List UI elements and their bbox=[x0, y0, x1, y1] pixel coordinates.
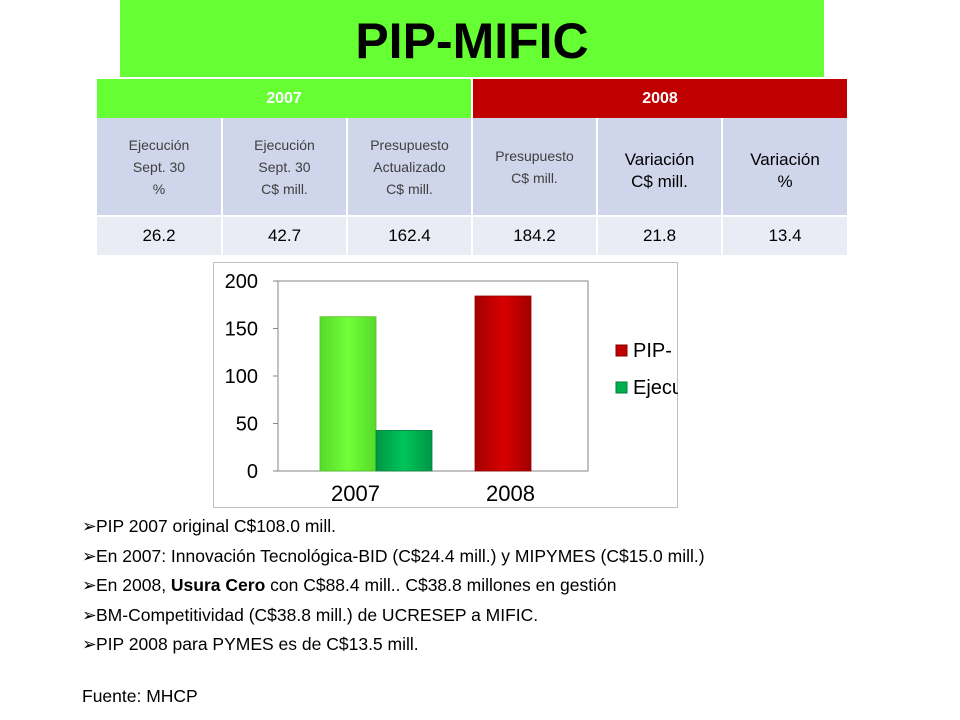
bar-chart-svg: 0 50 100 150 200 2007 2008 PIP- 2008 Ejecutado bbox=[213, 262, 722, 508]
col-header-line: C$ mill. bbox=[511, 169, 558, 186]
arrow-bullet-icon: ➢ bbox=[82, 575, 97, 595]
arrow-bullet-icon: ➢ bbox=[82, 516, 97, 536]
col-header-line: C$ mill. bbox=[261, 180, 308, 197]
col-header-line: Presupuesto bbox=[370, 136, 449, 153]
bullet-bold-text: Usura Cero bbox=[170, 575, 266, 595]
table-cell: 162.4 bbox=[347, 215, 473, 255]
col-header-line: Sept. 30 bbox=[258, 158, 311, 175]
bar-chart: 0 50 100 150 200 2007 2008 PIP- 2008 Ejecutado bbox=[213, 262, 722, 508]
bar bbox=[375, 430, 433, 472]
title-banner: PIP-MIFIC bbox=[120, 0, 824, 77]
col-header-line: % bbox=[152, 180, 166, 197]
legend-swatch bbox=[615, 344, 628, 357]
year-header-2007: 2007 bbox=[97, 79, 473, 118]
legend-swatch bbox=[615, 381, 628, 394]
bullet-text: En 2008, Usura Cero con C$88.4 mill.. C$… bbox=[96, 575, 617, 595]
y-tick-label: 150 bbox=[225, 319, 258, 341]
bullet-text: PIP 2008 para PYMES es de C$13.5 mill. bbox=[96, 634, 419, 654]
bullet-text: PIP 2007 original C$108.0 mill. bbox=[96, 516, 336, 536]
bullet-list: ➢PIP 2007 original C$108.0 mill. ➢En 200… bbox=[82, 512, 705, 660]
table-cell: 42.7 bbox=[222, 215, 348, 255]
year-header-row: 2007 2008 bbox=[97, 79, 847, 118]
col-header-line: Variación bbox=[750, 150, 820, 169]
value-row: 26.2 42.7 162.4 184.2 21.8 13.4 bbox=[97, 215, 847, 255]
col-header-line: Actualizado bbox=[373, 158, 446, 175]
col-header-variacion-pct: Variación % bbox=[722, 118, 847, 216]
table-cell: 21.8 bbox=[597, 215, 723, 255]
legend-label: Ejecutado bbox=[633, 377, 678, 399]
table-cell: 13.4 bbox=[722, 215, 847, 255]
col-header-presupuesto: Presupuesto C$ mill. bbox=[472, 118, 598, 216]
col-header-line: Ejecución bbox=[128, 136, 190, 153]
legend-label: PIP- 2008 bbox=[633, 340, 678, 362]
arrow-bullet-icon: ➢ bbox=[82, 545, 97, 566]
source-note: Fuente: MHCP bbox=[82, 686, 198, 706]
data-table: 2007 2008 Ejecución Sept. 30 % Ejecución… bbox=[97, 79, 847, 255]
chart-border bbox=[213, 262, 678, 508]
col-header-line: Sept. 30 bbox=[132, 158, 186, 175]
table-cell: 26.2 bbox=[97, 215, 223, 255]
y-tick-label: 200 bbox=[225, 271, 258, 293]
col-header-line: Variación bbox=[624, 150, 695, 169]
column-header-row: Ejecución Sept. 30 % Ejecución Sept. 30 … bbox=[97, 118, 847, 216]
bullet-item: ➢BM-Competitividad (C$38.8 mill.) de UCR… bbox=[82, 601, 705, 631]
col-header-line: Presupuesto bbox=[495, 147, 574, 164]
col-header-variacion-mill: Variación C$ mill. bbox=[597, 118, 723, 216]
page-title: PIP-MIFIC bbox=[355, 13, 589, 69]
bar bbox=[474, 295, 532, 472]
col-header-ejecucion-mill: Ejecución Sept. 30 C$ mill. bbox=[222, 118, 348, 216]
x-tick-label: 2008 bbox=[486, 481, 535, 506]
col-header-line: % bbox=[777, 172, 793, 191]
x-tick-label: 2007 bbox=[331, 481, 380, 506]
bullet-text: BM-Competitividad (C$38.8 mill.) de UCRE… bbox=[96, 604, 539, 625]
y-tick-label: 50 bbox=[236, 414, 258, 436]
bar bbox=[319, 316, 377, 472]
bullet-item: ➢PIP 2007 original C$108.0 mill. bbox=[82, 512, 705, 542]
col-header-line: Ejecución bbox=[254, 136, 315, 153]
col-header-line: C$ mill. bbox=[631, 172, 688, 191]
col-header-ejecucion-pct: Ejecución Sept. 30 % bbox=[97, 118, 223, 216]
y-tick-label: 0 bbox=[247, 461, 258, 483]
bullet-item: ➢En 2007: Innovación Tecnológica-BID (C$… bbox=[82, 542, 705, 572]
col-header-line: C$ mill. bbox=[386, 180, 433, 197]
bullet-item: ➢En 2008, Usura Cero con C$88.4 mill.. C… bbox=[82, 571, 705, 601]
col-header-presupuesto-actualizado: Presupuesto Actualizado C$ mill. bbox=[347, 118, 473, 216]
bullet-text: En 2007: Innovación Tecnológica-BID (C$2… bbox=[96, 545, 705, 566]
arrow-bullet-icon: ➢ bbox=[82, 634, 97, 654]
bullet-item: ➢PIP 2008 para PYMES es de C$13.5 mill. bbox=[82, 630, 705, 660]
table-cell: 184.2 bbox=[472, 215, 598, 255]
arrow-bullet-icon: ➢ bbox=[82, 604, 97, 625]
year-header-2008: 2008 bbox=[472, 79, 847, 118]
y-tick-label: 100 bbox=[225, 366, 258, 388]
